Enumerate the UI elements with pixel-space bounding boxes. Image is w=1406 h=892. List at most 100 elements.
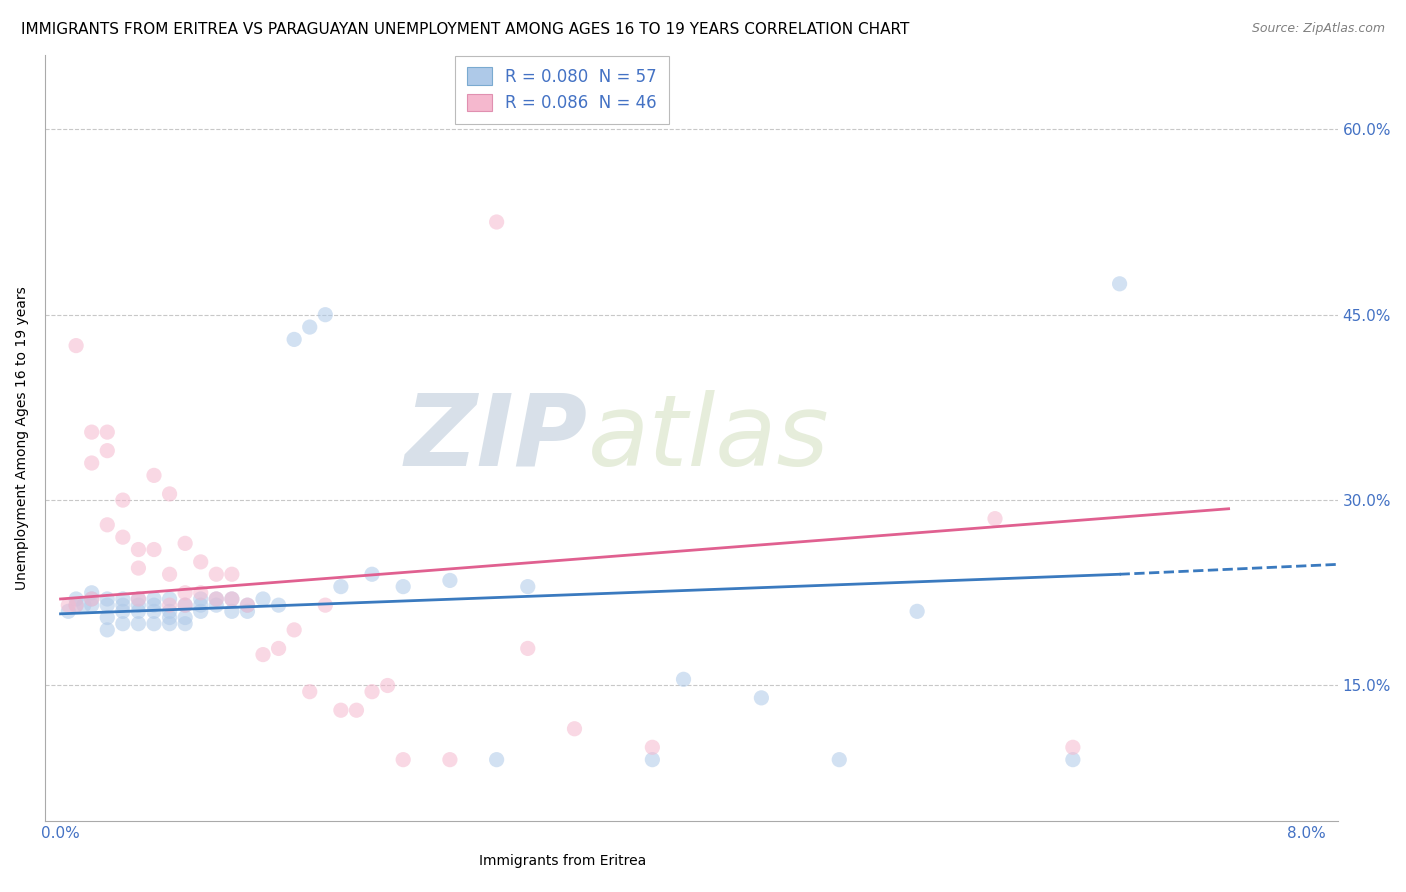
Point [96,425,118,439]
Point [159,610,181,624]
Point [73,598,96,612]
Point [58,604,80,618]
Point [65,592,87,607]
Point [516,641,538,656]
Point [190,598,212,612]
Point [111,530,134,544]
Point [1108,277,1130,291]
Point [641,753,664,767]
Point [80,592,103,607]
Point [127,561,149,575]
Point [127,542,149,557]
Point [111,604,134,618]
Point [485,753,508,767]
Point [96,610,118,624]
Point [1062,753,1084,767]
Point [1062,740,1084,755]
Point [298,320,321,334]
Point [221,592,243,607]
Point [672,673,695,687]
Point [127,604,149,618]
Point [346,703,368,717]
Point [283,623,305,637]
Text: IMMIGRANTS FROM ERITREA VS PARAGUAYAN UNEMPLOYMENT AMONG AGES 16 TO 19 YEARS COR: IMMIGRANTS FROM ERITREA VS PARAGUAYAN UN… [21,22,910,37]
Point [159,616,181,631]
Point [516,580,538,594]
Point [80,592,103,607]
Point [329,703,352,717]
Point [96,623,118,637]
Point [80,456,103,470]
Point [143,604,166,618]
Point [984,511,1007,525]
Point [65,598,87,612]
Point [267,598,290,612]
Point [439,753,461,767]
Point [174,598,197,612]
Point [80,586,103,600]
Text: Immigrants from Eritrea: Immigrants from Eritrea [479,854,645,868]
Point [96,443,118,458]
Point [111,592,134,607]
Point [485,215,508,229]
Point [174,598,197,612]
Point [828,753,851,767]
Point [361,567,384,582]
Point [111,598,134,612]
Point [80,598,103,612]
Point [159,487,181,501]
Point [236,598,259,612]
Point [221,604,243,618]
Point [329,580,352,594]
Point [143,616,166,631]
Point [159,567,181,582]
Point [190,604,212,618]
Point [205,598,228,612]
Point [392,580,415,594]
Point [174,536,197,550]
Point [190,586,212,600]
Point [361,684,384,698]
Point [283,333,305,347]
Point [143,598,166,612]
Point [392,753,415,767]
Point [96,592,118,607]
Legend: R = 0.080  N = 57, R = 0.086  N = 46: R = 0.080 N = 57, R = 0.086 N = 46 [456,56,669,124]
Point [174,610,197,624]
Point [564,722,586,736]
Point [143,542,166,557]
Point [58,598,80,612]
Point [143,592,166,607]
Point [205,592,228,607]
Point [205,592,228,607]
Text: atlas: atlas [588,390,830,487]
Y-axis label: Unemployment Among Ages 16 to 19 years: Unemployment Among Ages 16 to 19 years [15,286,30,591]
Point [439,574,461,588]
Point [298,684,321,698]
Point [252,592,274,607]
Point [314,598,336,612]
Point [641,740,664,755]
Point [111,493,134,508]
Point [127,616,149,631]
Text: Source: ZipAtlas.com: Source: ZipAtlas.com [1251,22,1385,36]
Point [314,308,336,322]
Point [205,567,228,582]
Point [65,598,87,612]
Point [221,592,243,607]
Point [236,598,259,612]
Point [159,598,181,612]
Point [267,641,290,656]
Point [377,678,399,692]
Point [111,616,134,631]
Point [96,598,118,612]
Point [143,468,166,483]
Point [127,592,149,607]
Point [221,567,243,582]
Point [80,425,103,439]
Point [96,517,118,532]
Point [236,604,259,618]
Point [751,690,773,705]
Point [190,592,212,607]
Point [159,604,181,618]
